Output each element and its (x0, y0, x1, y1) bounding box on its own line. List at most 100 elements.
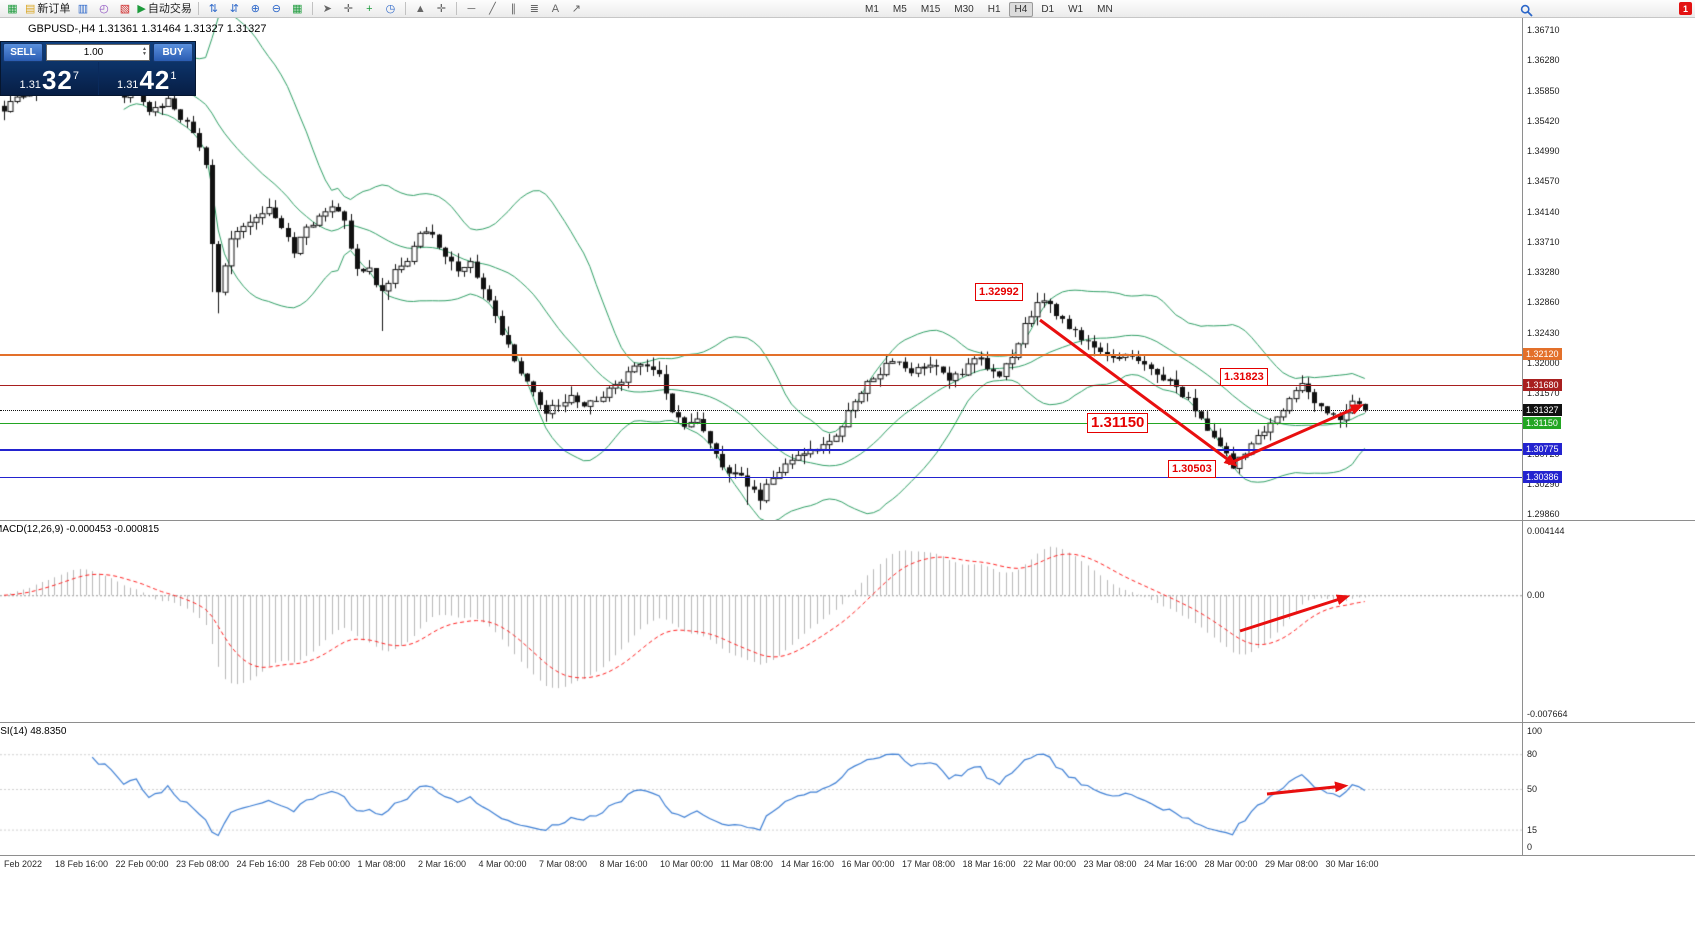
panel-separator[interactable] (0, 855, 1695, 856)
price-chart-canvas[interactable] (0, 18, 1522, 520)
price-tag-1.32120: 1.32120 (1523, 348, 1562, 360)
crosshair-icon[interactable]: ✛ (343, 2, 353, 15)
price-axis-line (1522, 18, 1523, 856)
level-line-1.31327[interactable] (0, 410, 1522, 411)
trendline-tool-icon[interactable]: ╱ (489, 2, 496, 15)
auto-trading-button[interactable]: ▶ 自动交易 (135, 1, 193, 17)
spinner-up-icon[interactable]: ▲ (142, 46, 147, 52)
move-icon[interactable]: ✛ (436, 2, 446, 15)
navigator-icon[interactable]: ▧ (119, 2, 131, 15)
macd-panel-canvas[interactable] (0, 521, 1522, 722)
one-click-trading-panel: SELL 1.00 ▲ ▼ BUY 1.31 32 7 1.31 42 1 (0, 41, 196, 96)
macd-scale-min: -0.007664 (1527, 709, 1568, 719)
hline-tool-icon[interactable]: ─ (467, 2, 476, 15)
volume-input[interactable]: 1.00 ▲ ▼ (46, 43, 150, 61)
time-axis-label: 28 Feb 00:00 (297, 859, 351, 869)
text-tool-icon[interactable]: A (551, 2, 560, 15)
data-window-icon[interactable]: ◴ (99, 2, 109, 15)
sell-price[interactable]: 1.31 32 7 (1, 62, 98, 95)
toolbar-separator (404, 2, 406, 15)
rsi-panel-canvas[interactable] (0, 723, 1522, 855)
sort-down-icon[interactable]: ⇵ (229, 2, 239, 15)
time-axis-label: Feb 2022 (4, 859, 43, 869)
annotation-1.31150[interactable]: 1.31150 (1087, 413, 1149, 433)
price-scale-label: 1.29860 (1527, 509, 1560, 519)
rsi-scale-15: 15 (1527, 824, 1538, 835)
indicators-add-icon[interactable]: + (366, 2, 373, 15)
timeframe-d1[interactable]: D1 (1041, 3, 1055, 15)
timeframe-mn[interactable]: MN (1097, 3, 1113, 15)
channel-tool-icon[interactable]: ∥ (510, 2, 517, 15)
buy-price[interactable]: 1.31 42 1 (99, 62, 196, 95)
level-line-1.31150[interactable] (0, 423, 1522, 424)
zoom-out-icon[interactable]: ⊖ (271, 2, 281, 15)
price-scale-label: 1.34990 (1527, 146, 1560, 156)
cursor-pointer-icon[interactable]: ▲ (414, 2, 426, 15)
price-scale-label: 1.35850 (1527, 85, 1560, 96)
time-axis-label: 29 Mar 08:00 (1265, 859, 1319, 869)
timeframe-m15[interactable]: M15 (920, 3, 941, 15)
time-axis-label: 4 Mar 00:00 (478, 859, 527, 869)
macd-scale-zero: 0.00 (1527, 590, 1545, 601)
tile-windows-icon[interactable]: ▦ (292, 2, 303, 15)
price-scale-label: 1.32000 (1527, 357, 1560, 368)
timeframe-m30[interactable]: M30 (954, 3, 974, 15)
annotation-1.30503[interactable]: 1.30503 (1168, 460, 1216, 478)
auto-trading-play-icon: ▶ (137, 2, 146, 15)
time-axis-label: 23 Mar 08:00 (1083, 859, 1137, 869)
level-line-1.30386[interactable] (0, 477, 1522, 478)
buy-button[interactable]: BUY (153, 42, 193, 62)
price-scale-label: 1.33280 (1527, 267, 1560, 277)
time-axis-label: 2 Mar 16:00 (418, 859, 467, 869)
sort-up-icon[interactable]: ⇅ (208, 2, 218, 15)
time-axis-label: 18 Mar 16:00 (962, 859, 1016, 869)
price-scale-label: 1.36710 (1527, 25, 1560, 35)
zoom-in-icon[interactable]: ⊕ (250, 2, 260, 15)
new-order-icon: ▤ (25, 2, 36, 15)
arrows-tool-icon[interactable]: ↗ (571, 2, 581, 15)
annotation-1.31823[interactable]: 1.31823 (1220, 368, 1268, 386)
notification-badge[interactable]: 1 (1679, 2, 1692, 15)
timeframe-m1[interactable]: M1 (865, 3, 879, 15)
price-tag-1.31680: 1.31680 (1523, 379, 1562, 391)
panel-separator[interactable] (0, 520, 1695, 521)
time-axis-label: 24 Feb 16:00 (236, 859, 290, 869)
search-icon[interactable] (1516, 2, 1537, 18)
new-chart-icon[interactable]: ▦ (7, 2, 18, 15)
volume-spinner[interactable]: ▲ ▼ (140, 47, 149, 57)
timeframe-w1[interactable]: W1 (1068, 3, 1084, 15)
level-line-1.30775[interactable] (0, 449, 1522, 451)
macd-scale-max: 0.004144 (1527, 526, 1565, 536)
level-line-1.31680[interactable] (0, 385, 1522, 386)
sell-button[interactable]: SELL (3, 42, 43, 62)
cursor-icon[interactable]: ➤ (322, 2, 332, 15)
toolbar-separator (197, 2, 199, 15)
sell-price-pip: 7 (72, 70, 79, 82)
new-order-button[interactable]: ▤ 新订单 (23, 1, 72, 17)
panel-separator[interactable] (0, 722, 1695, 723)
price-tag-1.31327: 1.31327 (1523, 404, 1562, 416)
market-watch-icon[interactable]: ▥ (77, 2, 89, 15)
spinner-down-icon[interactable]: ▼ (142, 51, 147, 57)
timeframe-h4[interactable]: H4 (1008, 1, 1034, 17)
price-scale-label: 1.34140 (1527, 206, 1560, 217)
time-axis-label: 22 Feb 00:00 (115, 859, 169, 869)
rsi-scale-80: 80 (1527, 749, 1538, 760)
time-axis-label: 8 Mar 16:00 (599, 859, 648, 869)
new-order-label: 新订单 (37, 2, 71, 15)
level-line-1.32120[interactable] (0, 354, 1522, 356)
price-scale-label: 1.33710 (1527, 236, 1560, 247)
fibo-tool-icon[interactable]: ≣ (529, 2, 539, 15)
price-scale-label: 1.36280 (1527, 55, 1560, 66)
time-axis-label: 14 Mar 16:00 (781, 859, 835, 869)
price-tag-1.30386: 1.30386 (1523, 471, 1562, 483)
periods-icon[interactable]: ◷ (385, 2, 396, 15)
annotation-1.32992[interactable]: 1.32992 (975, 283, 1023, 301)
timeframe-h1[interactable]: H1 (987, 3, 1001, 15)
price-divider (97, 62, 99, 95)
timeframe-m5[interactable]: M5 (892, 3, 907, 15)
timeframe-buttons: M1 M5 M15 M30 H1 H4 D1 W1 MN (858, 1, 1120, 17)
time-axis-label: 1 Mar 08:00 (357, 859, 406, 869)
rsi-scale-0: 0 (1527, 842, 1533, 852)
